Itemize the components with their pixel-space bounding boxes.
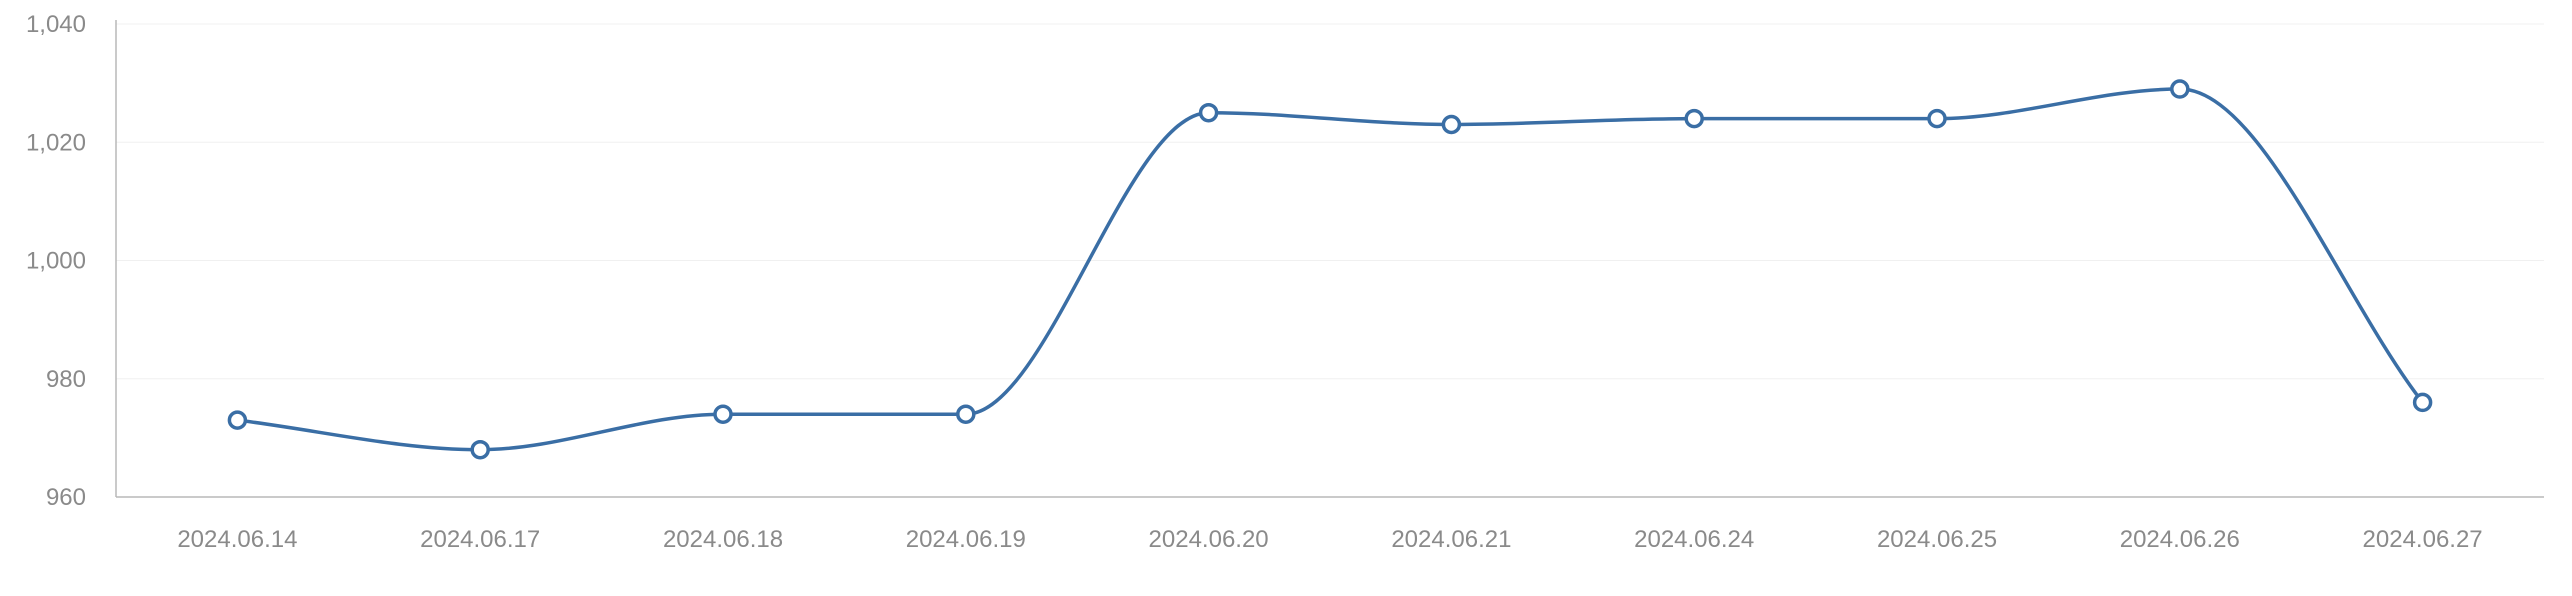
x-axis-ticks: 2024.06.14 2024.06.17 2024.06.18 2024.06.19…	[177, 526, 2482, 553]
data-point-2024.06.24[interactable]	[1684, 108, 1704, 129]
x-tick-label: 2024.06.26	[2120, 526, 2240, 553]
y-axis-ticks: 960 980 1,000 1,020 1,040	[26, 11, 86, 511]
x-tick-label: 2024.06.21	[1391, 526, 1511, 553]
x-tick-label: 2024.06.24	[1634, 526, 1754, 553]
y-tick-label: 960	[46, 484, 86, 511]
y-tick-label: 980	[46, 366, 86, 393]
data-point-2024.06.19[interactable]	[956, 404, 976, 424]
data-point-2024.06.14[interactable]	[227, 410, 248, 430]
x-tick-label: 2024.06.25	[1877, 526, 1997, 553]
y-tick-label: 1,000	[26, 248, 86, 275]
data-point-2024.06.27[interactable]	[2412, 392, 2433, 413]
x-tick-label: 2024.06.27	[2363, 526, 2483, 553]
data-point-2024.06.18[interactable]	[713, 404, 733, 424]
y-tick-label: 1,040	[26, 11, 86, 38]
data-point-2024.06.17[interactable]	[470, 439, 490, 460]
data-point-2024.06.21[interactable]	[1441, 114, 1462, 135]
x-tick-label: 2024.06.17	[420, 526, 540, 553]
series-line	[235, 87, 2425, 452]
x-tick-label: 2024.06.19	[906, 526, 1026, 553]
data-points	[227, 79, 2433, 460]
data-point-2024.06.25[interactable]	[1927, 108, 1947, 129]
data-point-2024.06.26[interactable]	[2170, 79, 2190, 99]
y-tick-label: 1,020	[26, 129, 86, 156]
x-tick-label: 2024.06.18	[663, 526, 783, 553]
data-point-2024.06.20[interactable]	[1198, 102, 1219, 123]
axis-layer	[115, 20, 2544, 498]
x-tick-label: 2024.06.14	[177, 526, 297, 553]
series-layer	[235, 87, 2425, 452]
grid-layer	[116, 23, 2544, 380]
x-tick-label: 2024.06.20	[1149, 526, 1269, 553]
